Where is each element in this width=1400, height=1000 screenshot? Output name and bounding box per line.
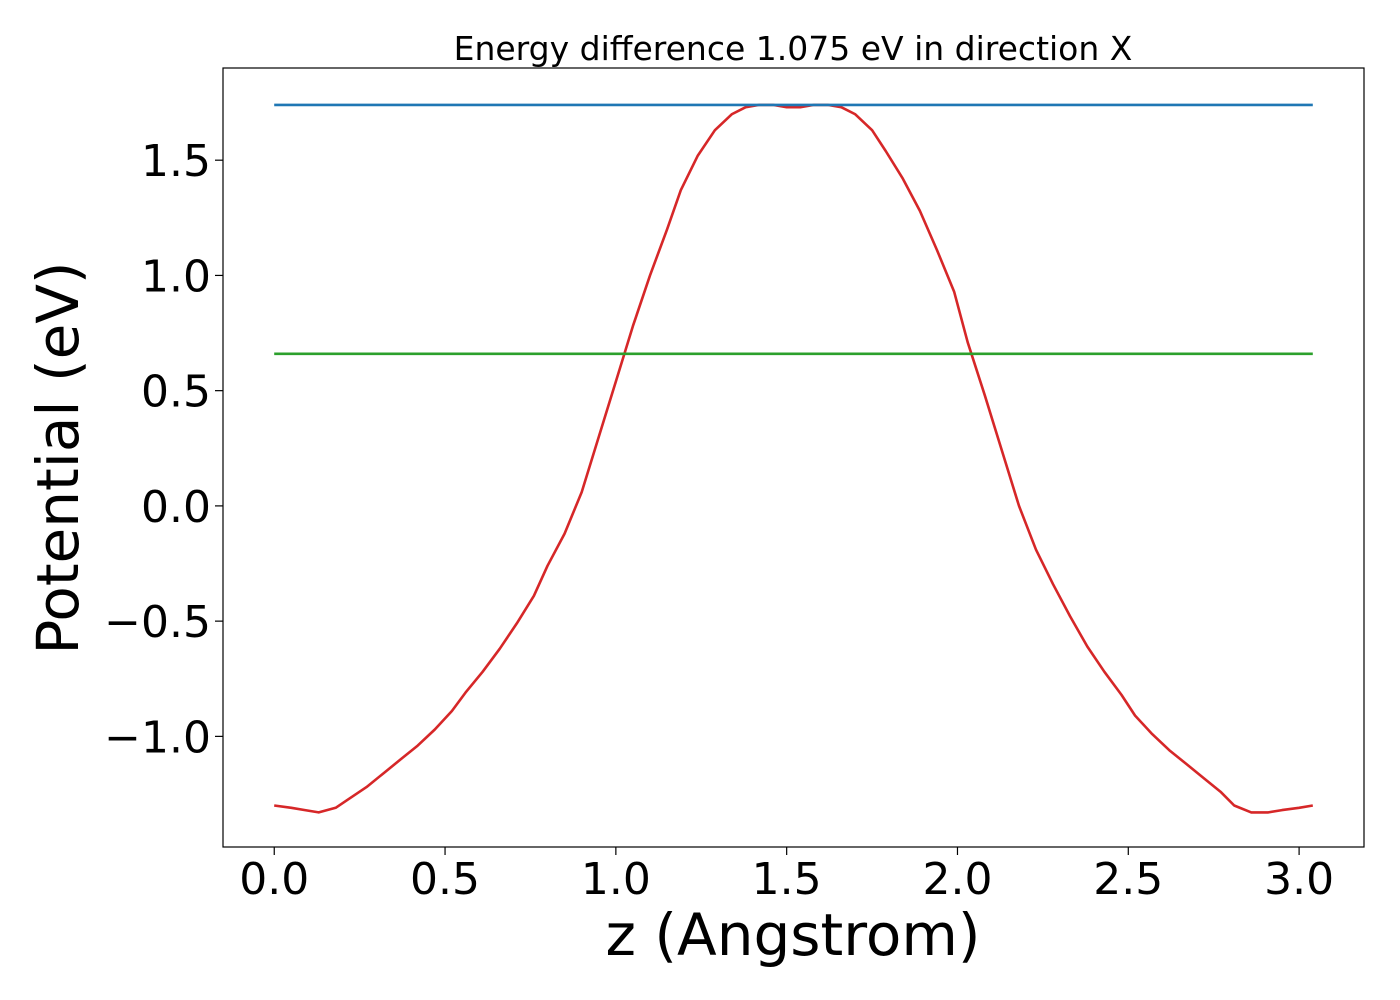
y-tick-label: −1.0 — [104, 712, 211, 763]
x-axis: 0.0 0.5 1.0 1.5 2.0 2.5 3.0 — [239, 847, 1334, 905]
y-axis: −1.0 −0.5 0.0 0.5 1.0 1.5 — [104, 136, 223, 763]
y-tick-label: 0.0 — [141, 482, 211, 533]
x-tick-label: 2.5 — [1093, 854, 1163, 905]
plot-lines — [274, 103, 1314, 814]
x-tick-label: 3.0 — [1264, 854, 1334, 905]
y-axis-label: Potential (eV) — [24, 261, 92, 654]
x-tick-label: 0.5 — [410, 854, 480, 905]
y-tick-label: 0.5 — [141, 367, 211, 418]
x-tick-label: 2.0 — [922, 854, 992, 905]
y-tick-label: 1.5 — [141, 136, 211, 187]
x-tick-label: 1.5 — [752, 854, 822, 905]
plot-frame — [222, 67, 1365, 848]
y-tick-label: −0.5 — [104, 597, 211, 648]
chart-title: Energy difference 1.075 eV in direction … — [454, 29, 1133, 68]
y-tick-label: 1.0 — [141, 251, 211, 302]
x-tick-label: 0.0 — [239, 854, 309, 905]
potential-curve — [274, 103, 1314, 814]
x-axis-label: z (Angstrom) — [606, 901, 981, 969]
x-tick-label: 1.0 — [581, 854, 651, 905]
